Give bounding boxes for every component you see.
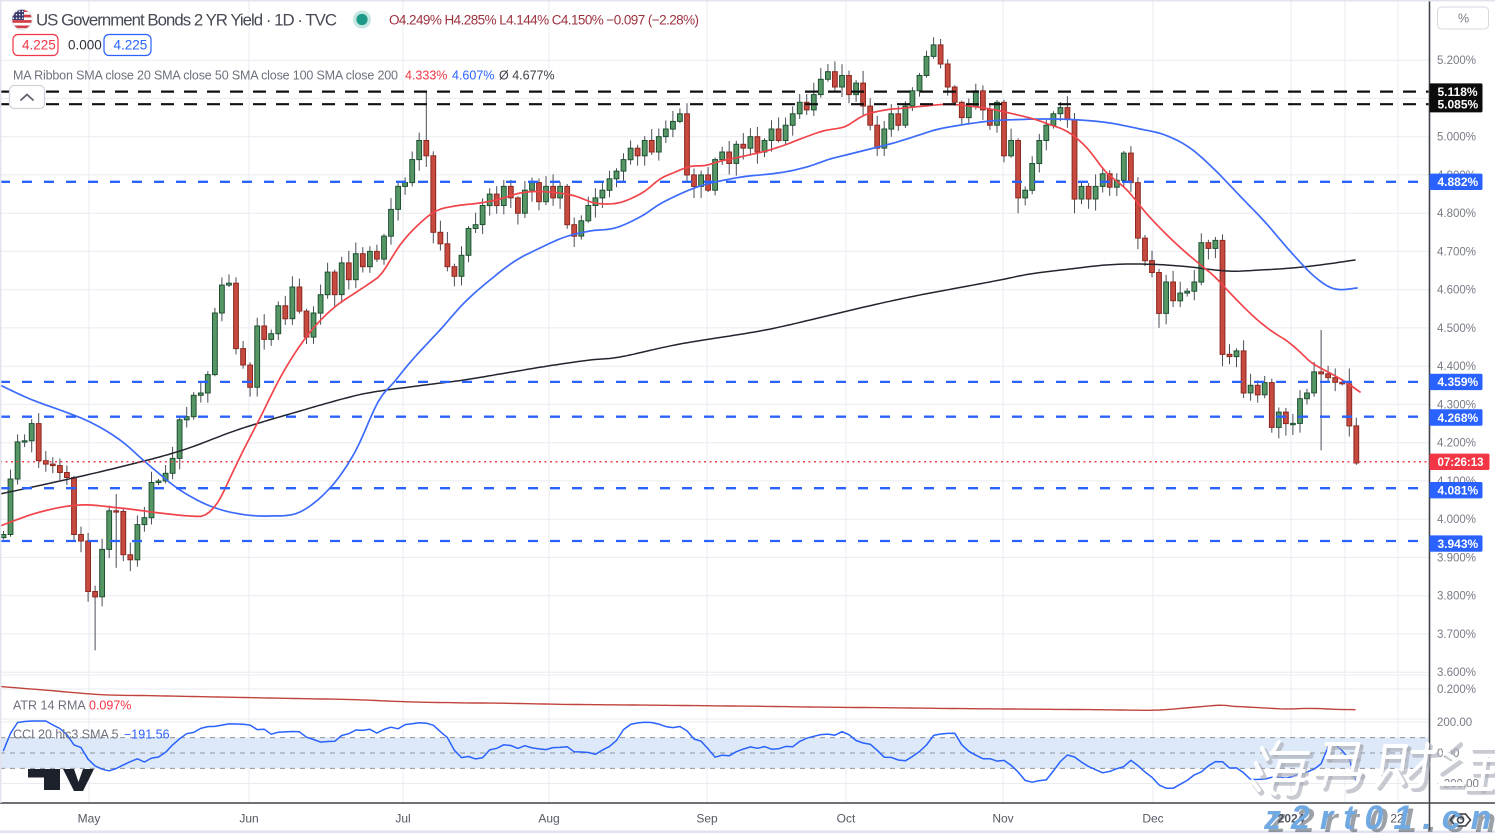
- svg-text:Sep: Sep: [696, 812, 718, 826]
- svg-text:4.359%: 4.359%: [1438, 375, 1479, 389]
- svg-text:4.000%: 4.000%: [1437, 514, 1476, 526]
- svg-text:4.225: 4.225: [114, 38, 148, 53]
- svg-text:CCI 20 hlc3 SMA 5: CCI 20 hlc3 SMA 5: [13, 728, 119, 742]
- svg-text:5.085%: 5.085%: [1438, 98, 1479, 112]
- svg-text:4.600%: 4.600%: [1437, 285, 1476, 297]
- svg-text:Ø 4.677%: Ø 4.677%: [499, 69, 555, 83]
- svg-text:Jun: Jun: [239, 812, 258, 826]
- svg-text:0.097%: 0.097%: [89, 699, 131, 713]
- svg-text:−191.56: −191.56: [124, 728, 170, 742]
- svg-text:MA Ribbon SMA close 20 SMA clo: MA Ribbon SMA close 20 SMA close 50 SMA …: [13, 69, 398, 83]
- svg-text:5.200%: 5.200%: [1437, 55, 1476, 67]
- svg-text:3.600%: 3.600%: [1437, 667, 1476, 679]
- svg-text:4.800%: 4.800%: [1437, 208, 1476, 220]
- svg-text:%: %: [1458, 12, 1469, 26]
- svg-text:4.225: 4.225: [22, 38, 56, 53]
- svg-text:4.500%: 4.500%: [1437, 323, 1476, 335]
- svg-text:US Government Bonds 2 YR Yield: US Government Bonds 2 YR Yield · 1D · TV…: [36, 11, 337, 30]
- svg-text:2024: 2024: [1278, 812, 1305, 826]
- svg-text:3.700%: 3.700%: [1437, 629, 1476, 641]
- svg-text:Jul: Jul: [395, 812, 410, 826]
- svg-text:4.700%: 4.700%: [1437, 246, 1476, 258]
- svg-text:ATR 14 RMA: ATR 14 RMA: [13, 699, 86, 713]
- svg-text:O4.249% H4.285% L4.144% C4.150: O4.249% H4.285% L4.144% C4.150% −0.097 (…: [389, 13, 699, 28]
- svg-text:z2rt01.cn: z2rt01.cn: [1268, 802, 1495, 833]
- svg-text:4.081%: 4.081%: [1438, 484, 1479, 498]
- svg-text:07:26:13: 07:26:13: [1438, 457, 1484, 469]
- svg-text:May: May: [78, 812, 101, 826]
- svg-text:Dec: Dec: [1142, 812, 1163, 826]
- svg-text:3.900%: 3.900%: [1437, 552, 1476, 564]
- svg-text:Oct: Oct: [837, 812, 856, 826]
- svg-text:Nov: Nov: [992, 812, 1013, 826]
- svg-text:z2rt01.cn: z2rt01.cn: [1263, 799, 1495, 833]
- svg-text:22: 22: [1390, 812, 1404, 826]
- svg-text:0.200%: 0.200%: [1437, 684, 1476, 696]
- svg-text:3.943%: 3.943%: [1438, 537, 1479, 551]
- svg-text:200.00: 200.00: [1437, 717, 1472, 729]
- svg-text:4.400%: 4.400%: [1437, 361, 1476, 373]
- svg-text:0.000: 0.000: [68, 38, 102, 53]
- svg-text:4.268%: 4.268%: [1438, 411, 1479, 425]
- svg-text:3.800%: 3.800%: [1437, 591, 1476, 603]
- svg-text:5.000%: 5.000%: [1437, 132, 1476, 144]
- svg-text:Aug: Aug: [538, 812, 559, 826]
- svg-text:4.882%: 4.882%: [1438, 175, 1479, 189]
- svg-text:4.200%: 4.200%: [1437, 438, 1476, 450]
- svg-text:4.607%: 4.607%: [452, 69, 494, 83]
- svg-text:4.333%: 4.333%: [405, 69, 447, 83]
- svg-text:5.118%: 5.118%: [1438, 85, 1478, 99]
- svg-text:4.300%: 4.300%: [1437, 399, 1476, 411]
